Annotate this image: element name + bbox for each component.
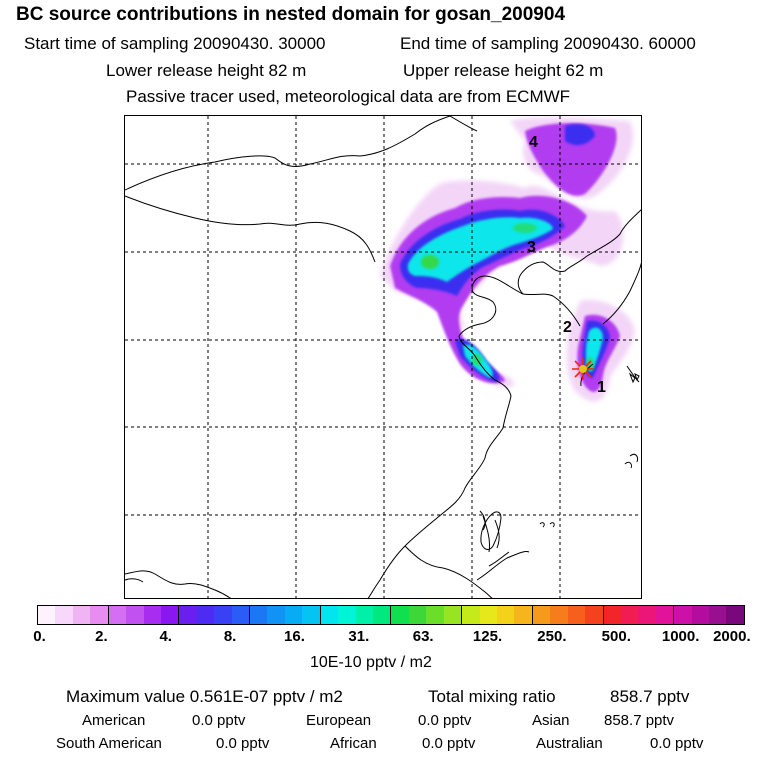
map-canvas	[125, 116, 641, 598]
colorbar-segment	[462, 606, 480, 624]
colorbar-tick-label: 31.	[348, 628, 370, 645]
region-value: 0.0 pptv	[418, 712, 472, 729]
site-label-3: 3	[527, 239, 536, 256]
colorbar-tick-label: 250.	[537, 628, 567, 645]
colorbar-units: 10E-10 pptv / m2	[310, 654, 432, 671]
region-name: African	[330, 735, 377, 752]
tracer-note: Passive tracer used, meteorological data…	[126, 87, 571, 106]
colorbar-segment	[585, 606, 604, 624]
colorbar-tick-label: 500.	[601, 628, 631, 645]
colorbar-segment	[532, 606, 551, 624]
colorbar-segment	[674, 606, 692, 624]
total-mixing-label: Total mixing ratio	[428, 687, 556, 706]
colorbar-segment	[214, 606, 232, 624]
colorbar-segment	[691, 606, 710, 624]
colorbar-segment	[320, 606, 339, 624]
colorbar-segment	[302, 606, 321, 624]
colorbar-segment	[638, 606, 656, 624]
region-value: 0.0 pptv	[192, 712, 246, 729]
region-value: 858.7 pptv	[604, 712, 675, 729]
colorbar-segment	[709, 606, 727, 624]
colorbar-segment	[179, 606, 197, 624]
colorbar-tick-label: 1000.	[661, 628, 700, 645]
colorbar-segment	[143, 606, 161, 624]
colorbar-segment	[38, 606, 56, 624]
colorbar-segment	[126, 606, 144, 624]
region-name: European	[306, 712, 372, 729]
colorbar-tick-label: 4.	[159, 628, 172, 645]
colorbar-segment	[620, 606, 639, 624]
colorbar-tick-label: 16.	[284, 628, 305, 645]
site-label-2: 2	[563, 319, 572, 336]
region-name: Australian	[536, 735, 603, 752]
colorbar-segment	[160, 606, 180, 624]
start-time-label: Start time of sampling 20090430. 30000	[24, 34, 326, 53]
colorbar-segment	[373, 606, 392, 624]
site-label-1: 1	[597, 379, 606, 396]
colorbar-tick-label: 8.	[223, 628, 237, 645]
colorbar-segment	[426, 606, 444, 624]
colorbar-segment	[726, 606, 744, 624]
receptor-star-icon	[572, 358, 594, 380]
region-value: 0.0 pptv	[422, 735, 476, 752]
colorbar-segment	[496, 606, 515, 624]
lower-release-label: Lower release height 82 m	[106, 61, 307, 80]
colorbar-segment	[55, 606, 73, 624]
colorbar-segment	[603, 606, 621, 624]
colorbar-segment	[408, 606, 427, 624]
colorbar-tick-label: 125.	[472, 628, 503, 645]
colorbar-segment	[267, 606, 285, 624]
lat-lon-grid	[125, 116, 641, 598]
colorbar-segment	[355, 606, 374, 624]
taiwan-island	[480, 511, 502, 550]
site-label-4: 4	[529, 134, 538, 151]
colorbar-tick-label: 0.	[33, 628, 46, 645]
colorbar-segment	[443, 606, 463, 624]
colorbar-segment	[250, 606, 268, 624]
figure-title: BC source contributions in nested domain…	[16, 4, 566, 25]
colorbar-tick-label: 2000.	[713, 628, 751, 645]
total-mixing-value: 858.7 pptv	[610, 687, 690, 706]
colorbar-segment	[655, 606, 675, 624]
region-value: 0.0 pptv	[650, 735, 704, 752]
colorbar-segment	[284, 606, 303, 624]
colorbar-segment	[567, 606, 586, 624]
colorbar-segment	[338, 606, 356, 624]
region-name: Asian	[532, 712, 570, 729]
colorbar-segment	[108, 606, 127, 624]
colorbar	[37, 605, 745, 625]
colorbar-segment	[72, 606, 91, 624]
upper-release-label: Upper release height 62 m	[403, 61, 604, 80]
colorbar-segment	[90, 606, 109, 624]
coastlines	[125, 116, 641, 598]
colorbar-segment	[514, 606, 533, 624]
colorbar-tick-label: 2.	[95, 628, 108, 645]
end-time-label: End time of sampling 20090430. 60000	[400, 34, 696, 53]
map-panel: 1 2 3 4	[124, 115, 642, 599]
colorbar-segment	[550, 606, 568, 624]
colorbar-tick-label: 63.	[412, 628, 434, 645]
region-name: South American	[56, 735, 162, 752]
colorbar-segment	[196, 606, 215, 624]
colorbar-segment	[479, 606, 497, 624]
colorbar-segment	[391, 606, 409, 624]
maximum-value: Maximum value 0.561E-07 pptv / m2	[66, 687, 343, 706]
region-value: 0.0 pptv	[216, 735, 270, 752]
region-name: American	[82, 712, 146, 729]
colorbar-segment	[231, 606, 251, 624]
